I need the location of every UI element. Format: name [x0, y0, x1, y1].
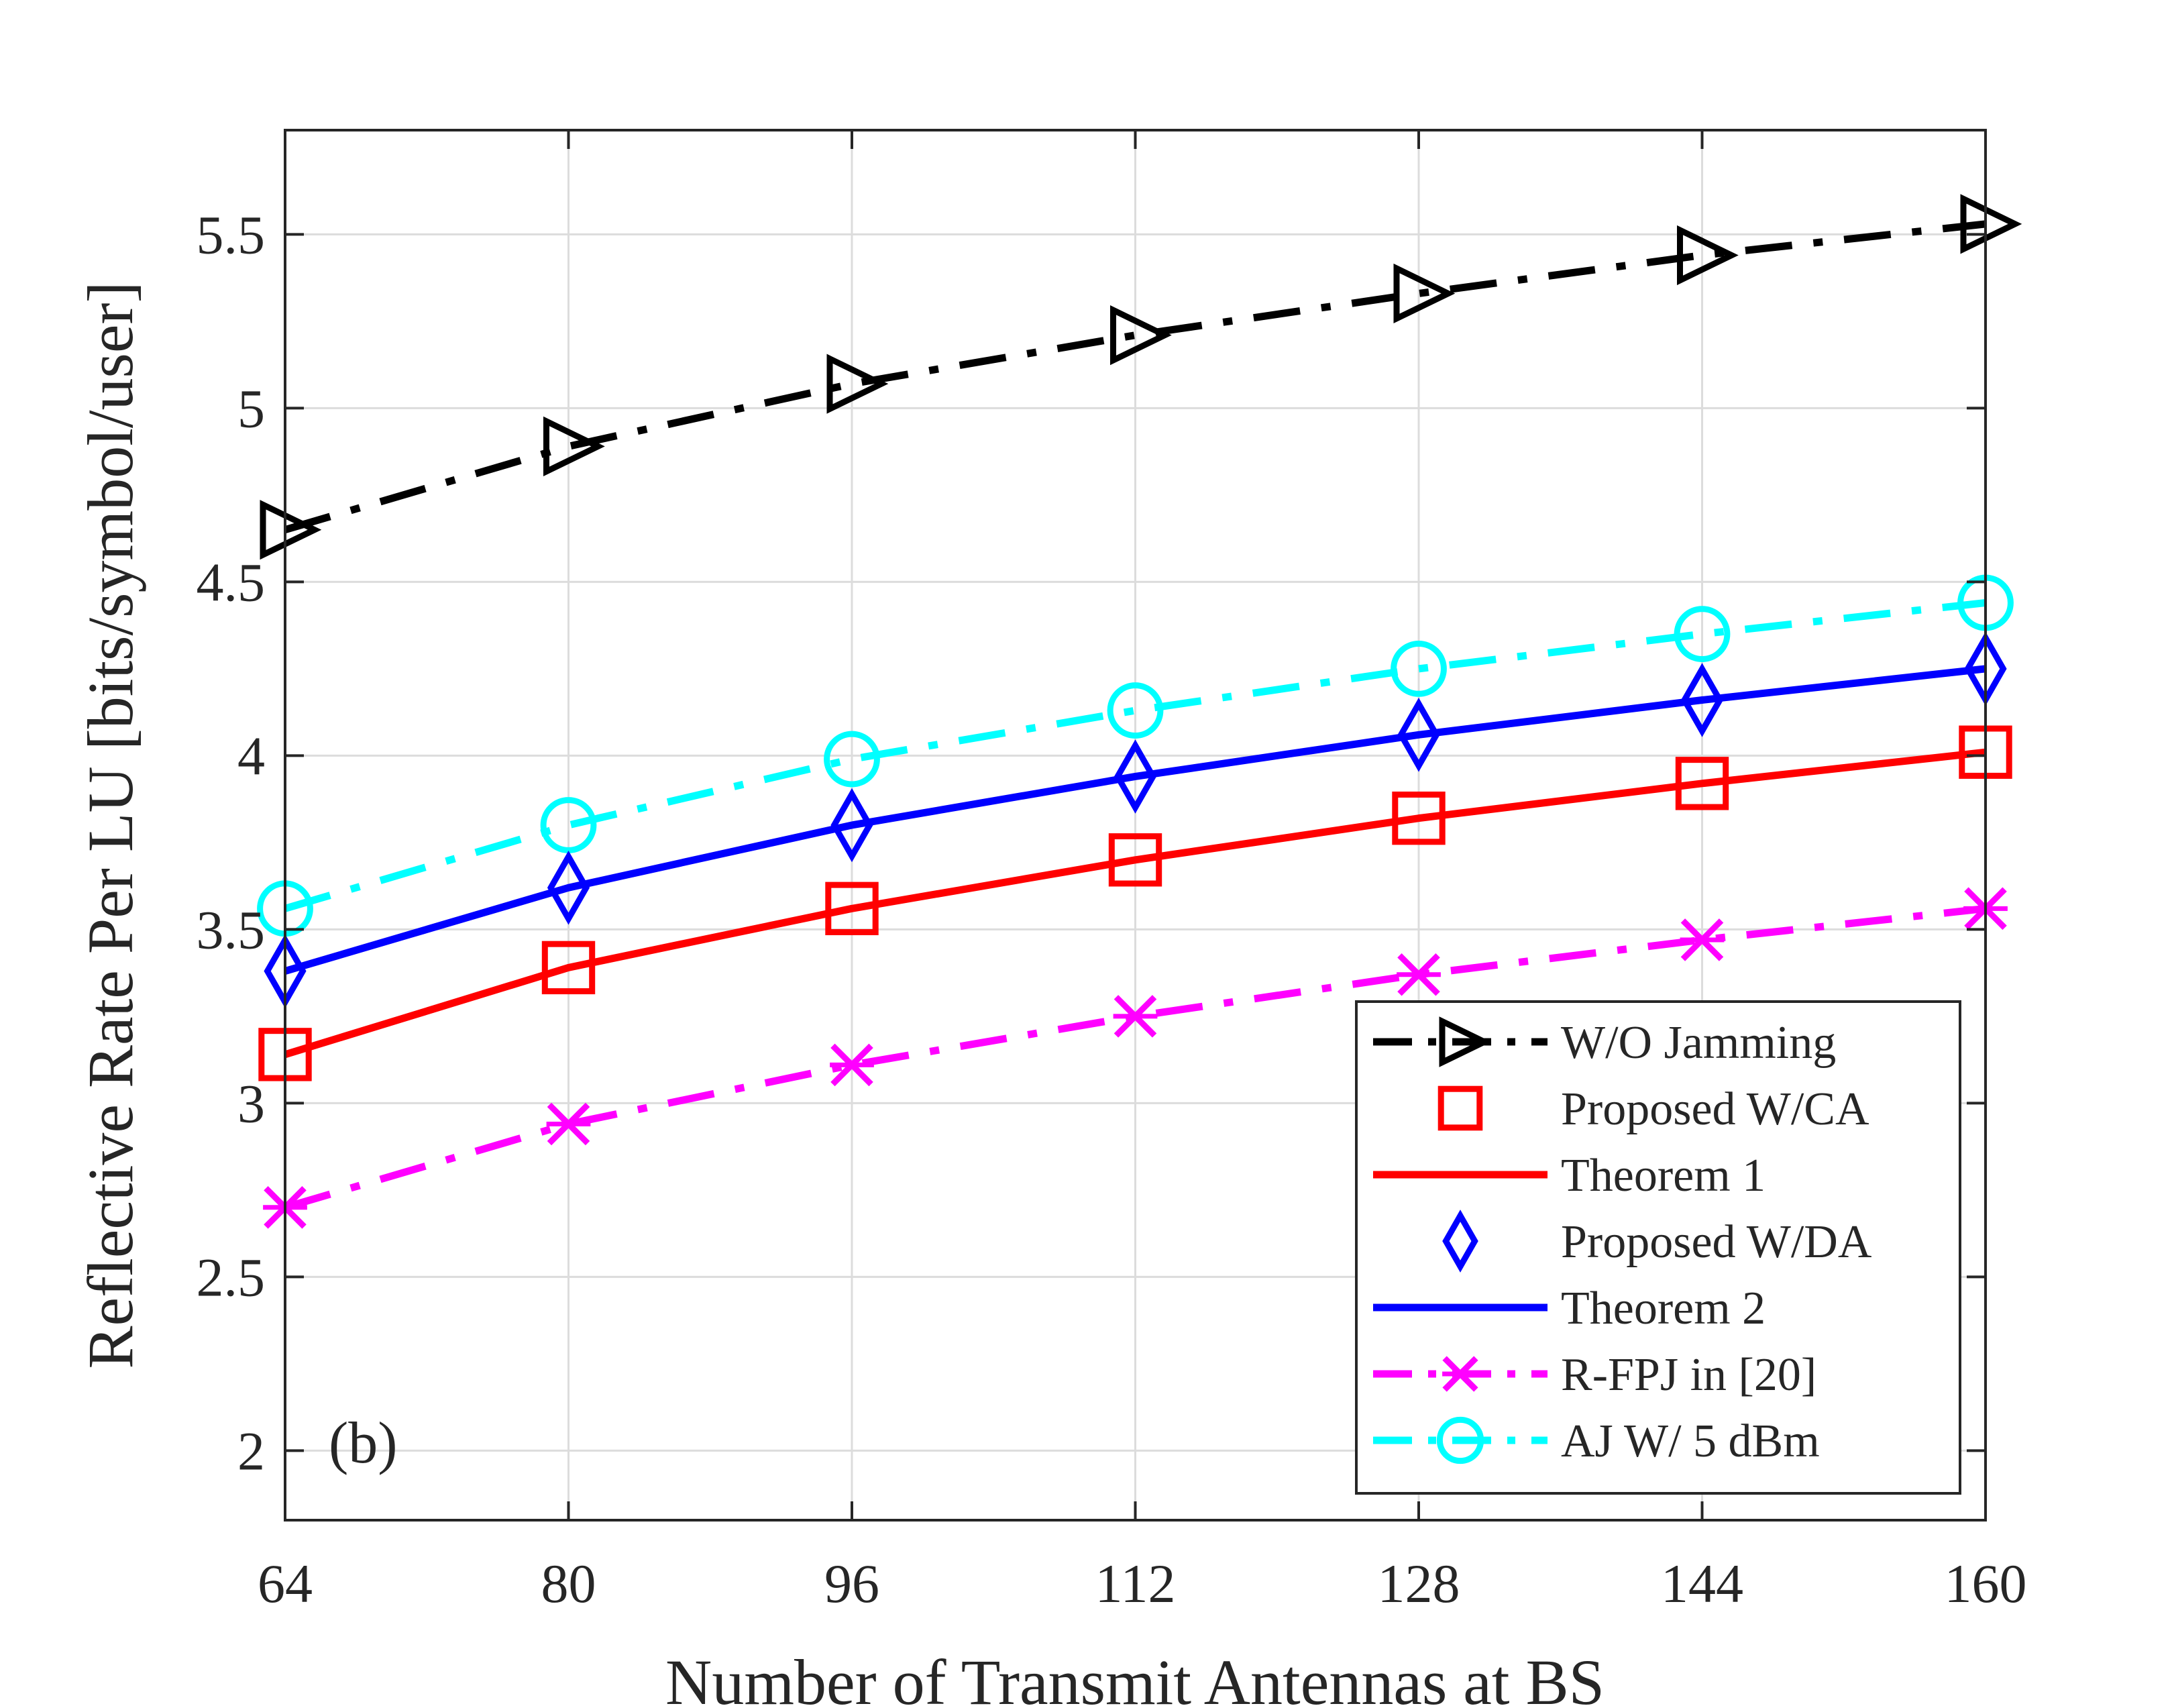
- data-point-w-o-jamming: [826, 354, 889, 414]
- legend-item: Theorem 1: [1373, 1150, 1766, 1202]
- legend-label: Proposed W/DA: [1561, 1216, 1872, 1268]
- data-point-w-o-jamming: [543, 416, 605, 476]
- data-point-proposed-w-da: [830, 788, 873, 863]
- panel-annotation: (b): [329, 1411, 398, 1476]
- legend-marker: [1442, 1356, 1478, 1392]
- data-point-w-o-jamming: [1393, 263, 1456, 324]
- x-tick-label: 144: [1661, 1553, 1743, 1614]
- data-point-proposed-w-da: [1114, 739, 1157, 814]
- data-point-r-fpj-in-20: [830, 1043, 874, 1087]
- legend-label: Theorem 1: [1561, 1150, 1766, 1202]
- legend-marker: [1439, 1016, 1492, 1067]
- series-line-theorem-1: [284, 748, 1986, 1059]
- tick-labels: 64 80 96 112 128 144 160 2 2.5 3 3.5 4 4.5 5 5.5: [197, 204, 2027, 1614]
- x-tick-label: 160: [1945, 1553, 2027, 1614]
- y-tick-label: 4.5: [197, 551, 266, 612]
- legend-item: R-FPJ in [20]: [1373, 1349, 1816, 1401]
- data-point-aj-w-5-dbm: [1107, 682, 1164, 739]
- y-tick-label: 3.5: [197, 899, 266, 960]
- data-point-r-fpj-in-20: [1113, 995, 1158, 1038]
- data-point-w-o-jamming: [260, 500, 322, 560]
- x-axis-title: Number of Transmit Antennas at BS: [665, 1646, 1605, 1708]
- series-theorem-1: [284, 748, 1986, 1059]
- legend-marker: [1442, 1210, 1478, 1273]
- x-tick-label: 80: [541, 1553, 596, 1614]
- y-tick-label: 5: [237, 378, 265, 439]
- legend-item: AJ W/ 5 dBm: [1373, 1416, 1820, 1467]
- x-tick-label: 128: [1378, 1553, 1460, 1614]
- legend-label: AJ W/ 5 dBm: [1561, 1416, 1820, 1467]
- data-point-r-fpj-in-20: [1680, 918, 1725, 961]
- data-point-aj-w-5-dbm: [1674, 606, 1731, 662]
- legend-marker: [1437, 1085, 1483, 1131]
- legend-label: R-FPJ in [20]: [1561, 1349, 1816, 1401]
- data-point-aj-w-5-dbm: [824, 731, 880, 788]
- legend-box: [1355, 1000, 1961, 1495]
- data-point-w-o-jamming: [1960, 194, 2022, 254]
- x-tick-label: 112: [1095, 1553, 1176, 1614]
- legend-label: Theorem 2: [1561, 1283, 1766, 1334]
- legend-label: Proposed W/CA: [1561, 1083, 1869, 1135]
- y-tick-label: 5.5: [197, 204, 266, 265]
- data-point-r-fpj-in-20: [1397, 953, 1441, 996]
- data-point-w-o-jamming: [1110, 305, 1172, 366]
- y-tick-label: 2.5: [197, 1246, 266, 1307]
- data-point-w-o-jamming: [1677, 225, 1739, 286]
- axis-ticks: [284, 130, 1987, 1520]
- x-tick-label: 64: [258, 1553, 313, 1614]
- x-tick-label: 96: [824, 1553, 879, 1614]
- series-w-o-jamming: [260, 194, 2022, 560]
- legend-item: Proposed W/CA: [1437, 1083, 1869, 1135]
- legend-marker: [1436, 1416, 1484, 1464]
- data-point-proposed-w-da: [547, 850, 590, 925]
- series-theorem-2: [284, 665, 1986, 975]
- data-point-proposed-w-ca: [541, 941, 596, 995]
- legend-label: W/O Jamming: [1561, 1017, 1836, 1069]
- legend-item: W/O Jamming: [1373, 1016, 1836, 1069]
- data-point-proposed-w-da: [1680, 663, 1724, 737]
- y-tick-label: 3: [237, 1073, 265, 1134]
- legend-item: Proposed W/DA: [1442, 1210, 1872, 1273]
- data-point-r-fpj-in-20: [546, 1102, 591, 1146]
- data-point-aj-w-5-dbm: [540, 797, 597, 853]
- data-point-aj-w-5-dbm: [1391, 641, 1447, 697]
- y-tick-label: 2: [237, 1420, 265, 1481]
- legend: W/O Jamming Proposed W/CA Theorem 1 Propose…: [1355, 1000, 1961, 1495]
- series-line-theorem-2: [284, 665, 1986, 975]
- legend-item: Theorem 2: [1373, 1283, 1766, 1334]
- y-axis-title: Reflective Rate Per LU [bits/symbol/user…: [74, 282, 146, 1369]
- data-point-proposed-w-ca: [825, 882, 879, 936]
- y-tick-label: 4: [237, 725, 265, 786]
- data-point-proposed-w-da: [1397, 698, 1440, 772]
